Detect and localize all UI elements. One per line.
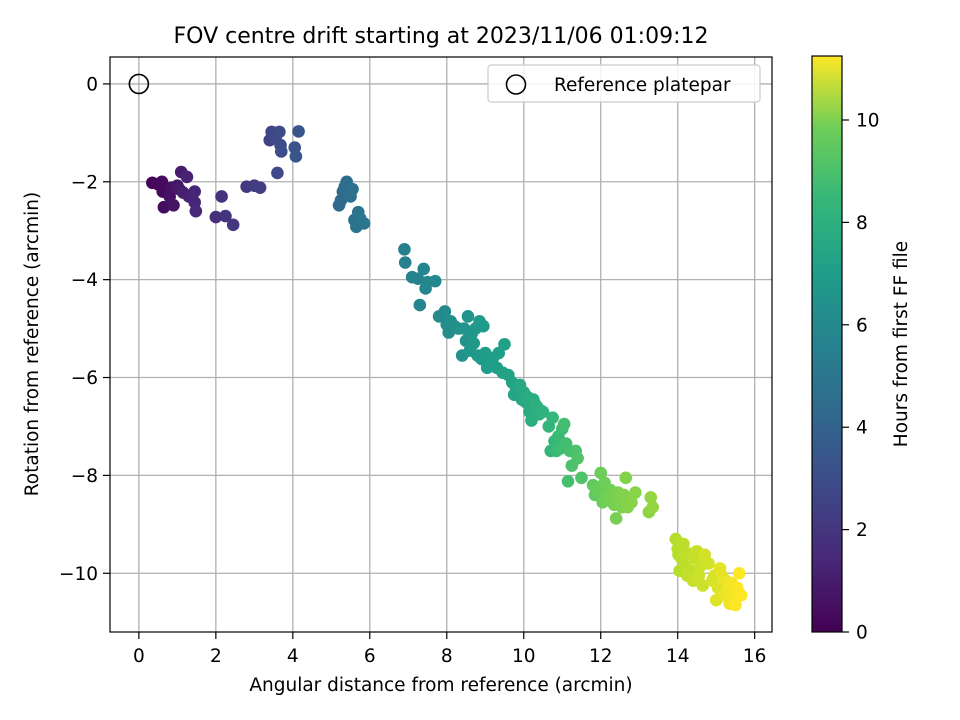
data-point	[571, 451, 584, 465]
colorbar	[812, 56, 842, 632]
data-point	[226, 218, 240, 232]
colorbar-frame	[811, 55, 843, 633]
data-point	[644, 491, 658, 504]
data-point	[157, 200, 171, 214]
reference-point-marker	[128, 73, 150, 95]
y-tick-label: −6	[71, 368, 98, 389]
colorbar-tick-label: 8	[856, 213, 868, 234]
legend-label: Reference platepar	[554, 75, 731, 96]
data-point	[274, 145, 288, 158]
legend-marker	[505, 74, 527, 95]
data-point	[498, 337, 511, 351]
x-axis-ticks: 0 2 4 6 8 10 12 14 16	[133, 632, 766, 667]
data-point	[155, 175, 169, 189]
data-point	[557, 417, 571, 431]
data-point	[411, 272, 425, 285]
x-tick-label: 16	[743, 646, 767, 667]
colorbar-tick-label: 2	[856, 520, 868, 541]
data-point	[625, 496, 638, 509]
colorbar-ticks: 0 2 4 6 8 10	[842, 111, 880, 644]
data-point	[438, 305, 452, 318]
data-point	[575, 471, 588, 485]
chart-title: FOV centre drift starting at 2023/11/06 …	[174, 24, 709, 49]
data-point	[702, 557, 715, 570]
x-tick-label: 2	[210, 646, 222, 667]
data-point	[271, 166, 284, 180]
data-point	[734, 588, 748, 602]
data-point	[346, 182, 359, 196]
data-point	[561, 474, 575, 488]
data-point	[357, 217, 371, 230]
data-point	[215, 190, 228, 203]
data-point	[546, 411, 559, 424]
colorbar-tick-label: 10	[856, 111, 880, 132]
data-point	[619, 471, 633, 485]
data-point	[413, 298, 427, 312]
y-tick-label: −2	[71, 172, 98, 193]
data-point	[536, 405, 550, 419]
y-tick-label: −8	[71, 466, 98, 487]
data-point	[732, 566, 746, 580]
data-point	[729, 598, 742, 612]
data-point	[696, 579, 710, 592]
data-point	[167, 198, 180, 212]
y-tick-label: −10	[59, 564, 98, 585]
y-tick-label: 0	[86, 74, 98, 95]
data-point	[609, 512, 623, 525]
y-axis-ticks: 0 −2 −4 −6 −8 −10	[59, 74, 110, 585]
colorbar-tick-label: 4	[856, 418, 868, 439]
data-point	[189, 204, 203, 218]
legend: Reference platepar	[487, 64, 761, 103]
colorbar-label: Hours from first FF file	[891, 241, 912, 447]
data-point	[398, 256, 412, 269]
data-point	[273, 125, 286, 139]
grid-lines	[110, 57, 772, 632]
data-point	[289, 150, 303, 163]
data-point	[692, 569, 706, 583]
x-tick-label: 14	[666, 646, 690, 667]
x-tick-label: 10	[512, 646, 536, 667]
y-tick-label: −4	[71, 270, 98, 291]
x-tick-label: 6	[364, 646, 376, 667]
data-point	[253, 181, 267, 194]
y-axis-label: Rotation from reference (arcmin)	[22, 192, 43, 496]
data-point	[594, 466, 608, 480]
data-point	[209, 210, 223, 224]
x-tick-label: 4	[287, 646, 299, 667]
data-point	[188, 185, 201, 198]
plot-frame	[109, 56, 773, 633]
data-point	[477, 319, 490, 333]
data-point	[428, 274, 442, 288]
colorbar-tick-label: 0	[856, 623, 868, 644]
x-tick-label: 8	[441, 646, 453, 667]
data-point	[677, 537, 690, 551]
data-point	[180, 170, 194, 184]
data-point	[292, 125, 305, 138]
x-tick-label: 12	[589, 646, 613, 667]
data-point	[629, 486, 642, 499]
data-point	[467, 336, 481, 350]
data-point	[398, 243, 411, 256]
data-point	[646, 500, 659, 514]
x-axis-label: Angular distance from reference (arcmin)	[249, 675, 632, 696]
data-point	[461, 310, 475, 323]
x-tick-label: 0	[133, 646, 145, 667]
data-points	[146, 125, 748, 612]
data-point	[417, 262, 430, 276]
data-point	[219, 209, 232, 223]
colorbar-tick-label: 6	[856, 315, 868, 336]
legend-box	[487, 64, 761, 103]
